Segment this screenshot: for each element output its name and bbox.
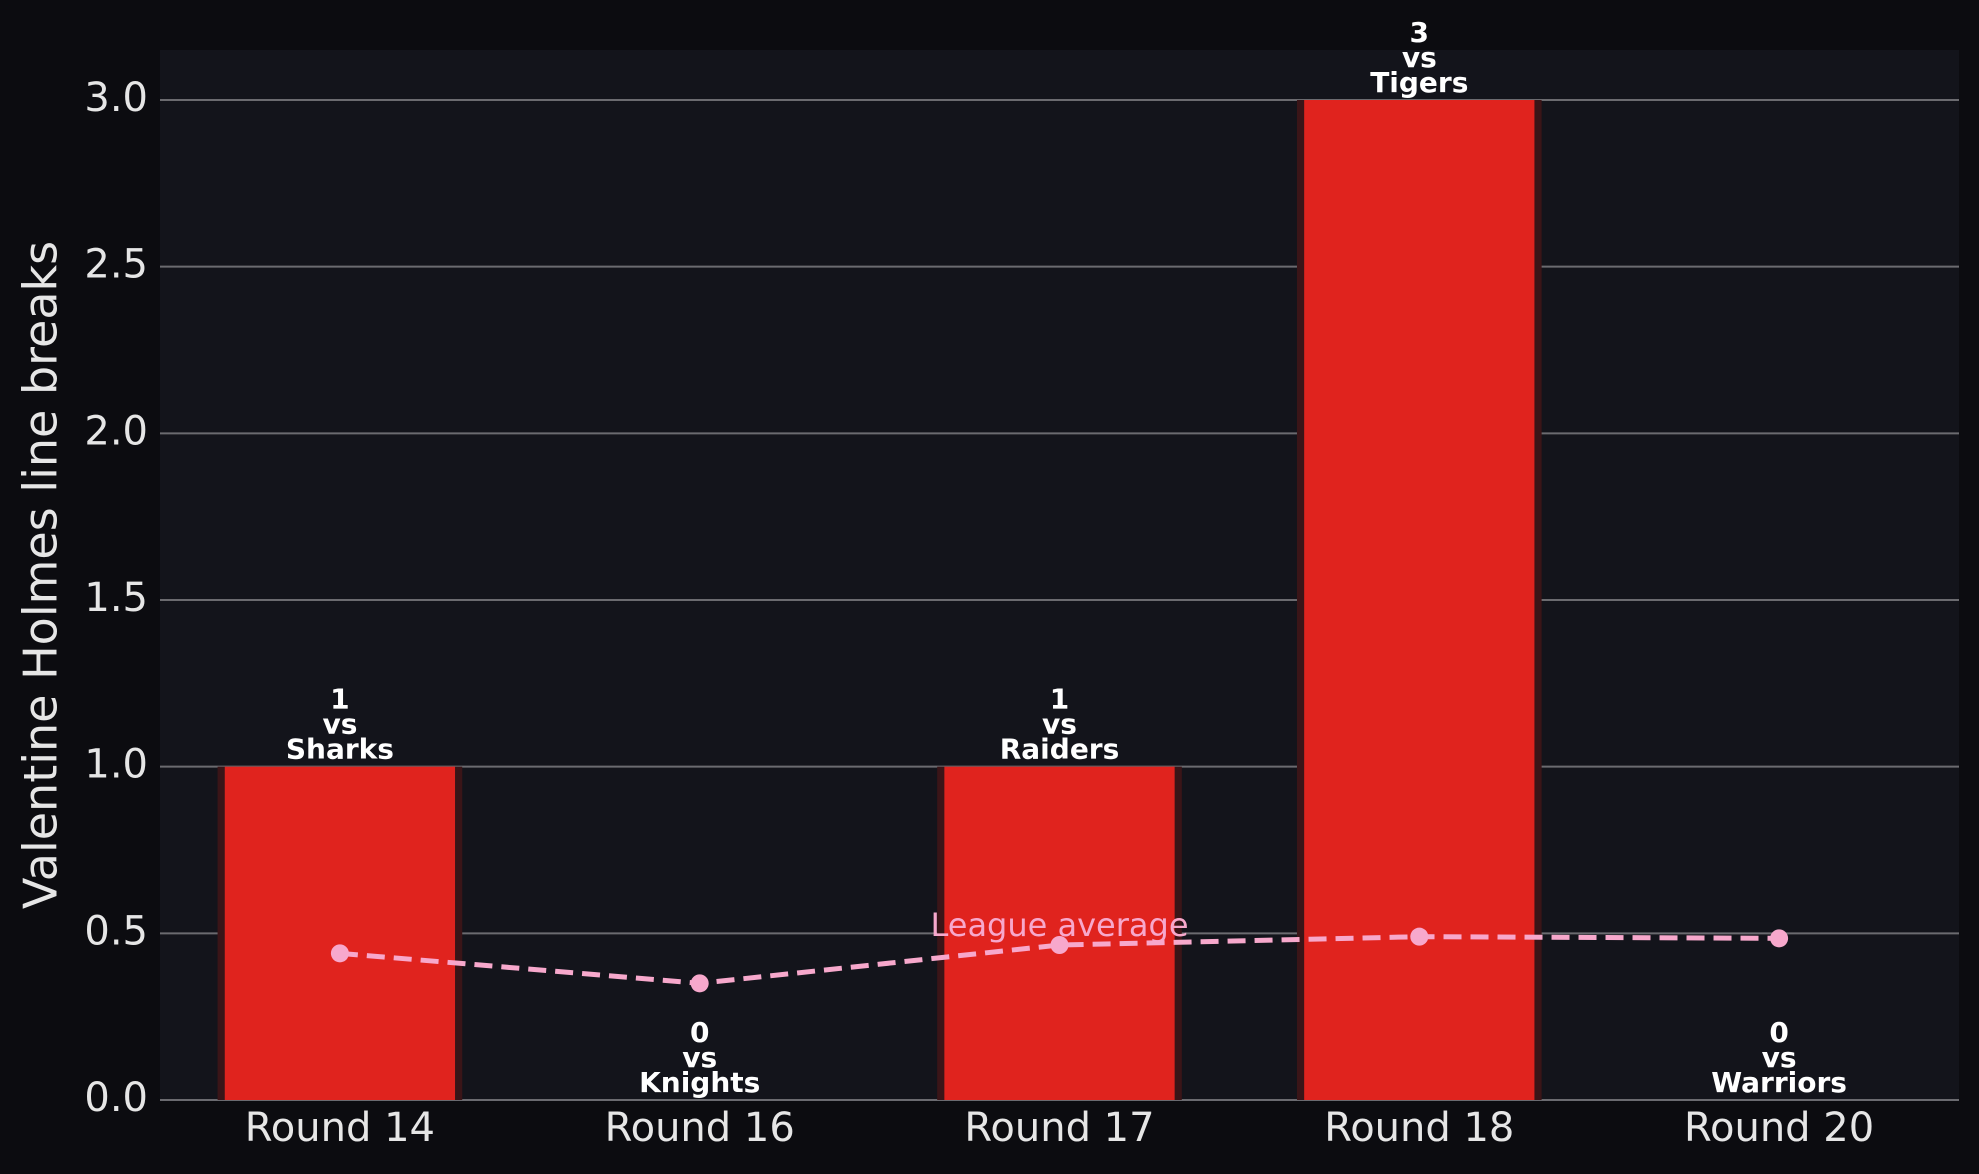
league-average-point (1410, 927, 1429, 946)
data-label-opponent: Warriors (1711, 1066, 1847, 1099)
y-tick-label: 2.5 (84, 242, 148, 288)
data-label-vs: vs (1042, 708, 1077, 741)
data-label: 3 (1410, 16, 1429, 49)
bar (1304, 100, 1535, 1100)
data-label: 1 (1050, 683, 1069, 716)
data-label-vs: vs (682, 1041, 717, 1074)
y-tick-label: 2.0 (84, 408, 148, 454)
x-tick-label: Round 18 (1324, 1105, 1514, 1151)
bar (944, 766, 1175, 1100)
data-label: 1 (330, 683, 349, 716)
league-average-annotation: League average (930, 906, 1188, 944)
y-tick-label: 1.0 (84, 742, 148, 788)
y-tick-label: 1.5 (84, 575, 148, 621)
y-tick-label: 0.5 (84, 908, 148, 954)
x-tick-label: Round 16 (605, 1105, 795, 1151)
data-label-opponent: Tigers (1370, 66, 1468, 99)
data-label-opponent: Raiders (1000, 733, 1120, 766)
data-label-vs: vs (1762, 1041, 1797, 1074)
data-label: 0 (690, 1016, 709, 1049)
y-tick-label: 3.0 (84, 75, 148, 121)
league-average-point (690, 974, 709, 993)
league-average-point (330, 944, 349, 963)
data-label-vs: vs (1402, 41, 1437, 74)
x-tick-label: Round 14 (245, 1105, 435, 1151)
data-label-vs: vs (322, 708, 357, 741)
y-tick-label: 0.0 (84, 1075, 148, 1121)
bar (224, 766, 456, 1100)
y-axis-label: Valentine Holmes line breaks (14, 241, 68, 909)
data-label: 0 (1769, 1016, 1788, 1049)
league-average-point (1770, 929, 1789, 948)
x-tick-label: Round 17 (964, 1105, 1154, 1151)
data-label-opponent: Sharks (286, 733, 394, 766)
data-label-opponent: Knights (639, 1066, 760, 1099)
league-average-line (339, 934, 1780, 986)
x-tick-label: Round 20 (1684, 1105, 1874, 1151)
league-average-point (1050, 936, 1069, 954)
